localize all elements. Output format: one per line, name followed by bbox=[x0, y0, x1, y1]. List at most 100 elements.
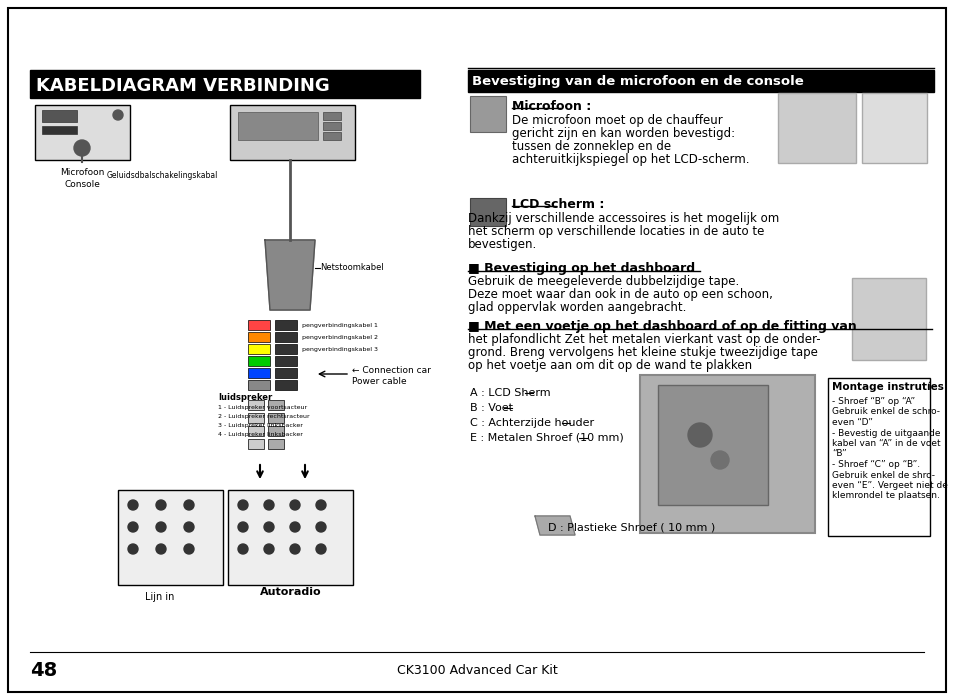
Bar bbox=[274, 368, 296, 378]
Text: Dankzij verschillende accessoires is het mogelijk om: Dankzij verschillende accessoires is het… bbox=[468, 212, 779, 225]
Circle shape bbox=[184, 544, 193, 554]
Text: gericht zijn en kan worden bevestigd:: gericht zijn en kan worden bevestigd: bbox=[512, 127, 735, 140]
Bar bbox=[862, 93, 926, 163]
Text: Gebruik enkel de schro-: Gebruik enkel de schro- bbox=[831, 407, 939, 416]
Text: - Bevestig de uitgaande: - Bevestig de uitgaande bbox=[831, 428, 940, 438]
Circle shape bbox=[290, 500, 299, 510]
Bar bbox=[323, 122, 340, 130]
Text: E : Metalen Shroef (10 mm): E : Metalen Shroef (10 mm) bbox=[470, 433, 623, 443]
Bar bbox=[470, 198, 505, 226]
Text: Gebruik de meegeleverde dubbelzijdige tape.: Gebruik de meegeleverde dubbelzijdige ta… bbox=[468, 275, 739, 288]
Bar bbox=[248, 413, 264, 423]
Bar bbox=[274, 356, 296, 366]
Text: ■ Met een voetje op het dashboard of op de fitting van: ■ Met een voetje op het dashboard of op … bbox=[468, 320, 856, 333]
Bar bbox=[470, 96, 505, 132]
Circle shape bbox=[184, 522, 193, 532]
Circle shape bbox=[112, 110, 123, 120]
Circle shape bbox=[687, 423, 711, 447]
Circle shape bbox=[156, 522, 166, 532]
Text: luidspreker: luidspreker bbox=[218, 393, 272, 402]
Bar bbox=[30, 70, 419, 98]
Text: A : LCD Sherm: A : LCD Sherm bbox=[470, 388, 550, 398]
Text: pengverbindingskabel 2: pengverbindingskabel 2 bbox=[302, 335, 377, 339]
Text: pengverbindingskabel 3: pengverbindingskabel 3 bbox=[302, 346, 377, 351]
Text: achteruitkijkspiegel op het LCD-scherm.: achteruitkijkspiegel op het LCD-scherm. bbox=[512, 153, 749, 166]
Text: Autoradio: Autoradio bbox=[260, 587, 321, 597]
Bar bbox=[228, 490, 353, 585]
Text: even “E”. Vergeet niet de: even “E”. Vergeet niet de bbox=[831, 481, 947, 490]
Bar bbox=[827, 378, 929, 536]
Text: grond. Breng vervolgens het kleine stukje tweezijdige tape: grond. Breng vervolgens het kleine stukj… bbox=[468, 346, 817, 359]
Text: glad oppervlak worden aangebracht.: glad oppervlak worden aangebracht. bbox=[468, 301, 685, 314]
Bar bbox=[658, 385, 767, 505]
Text: Geluidsdbalschakelingskabal: Geluidsdbalschakelingskabal bbox=[107, 171, 218, 179]
Text: Microfoon: Microfoon bbox=[60, 168, 104, 177]
Text: klemrondel te plaatsen.: klemrondel te plaatsen. bbox=[831, 491, 939, 500]
Text: 4 - Luidspreker linksbacker: 4 - Luidspreker linksbacker bbox=[218, 432, 302, 437]
Text: tussen de zonneklep en de: tussen de zonneklep en de bbox=[512, 140, 670, 153]
Bar bbox=[268, 426, 284, 436]
Bar bbox=[268, 439, 284, 449]
Circle shape bbox=[237, 500, 248, 510]
Circle shape bbox=[264, 500, 274, 510]
Polygon shape bbox=[265, 240, 314, 310]
Circle shape bbox=[156, 544, 166, 554]
Bar bbox=[274, 344, 296, 354]
Circle shape bbox=[184, 500, 193, 510]
Text: - Shroef “B” op “A”: - Shroef “B” op “A” bbox=[831, 397, 914, 406]
Text: even “D”: even “D” bbox=[831, 418, 872, 427]
Text: B : Voet: B : Voet bbox=[470, 403, 513, 413]
Text: het plafondlicht Zet het metalen vierkant vast op de onder-: het plafondlicht Zet het metalen vierkan… bbox=[468, 333, 820, 346]
Text: Microfoon :: Microfoon : bbox=[512, 100, 591, 113]
Circle shape bbox=[315, 544, 326, 554]
Polygon shape bbox=[535, 516, 575, 535]
Text: ■ Bevestiging op het dashboard: ■ Bevestiging op het dashboard bbox=[468, 262, 695, 275]
Text: ← Connection car
Power cable: ← Connection car Power cable bbox=[352, 366, 431, 386]
Circle shape bbox=[290, 544, 299, 554]
Circle shape bbox=[264, 544, 274, 554]
Text: bevestigen.: bevestigen. bbox=[468, 238, 537, 251]
Text: 3 - Luidspreker linksbacker: 3 - Luidspreker linksbacker bbox=[218, 423, 302, 428]
Bar bbox=[118, 490, 223, 585]
Circle shape bbox=[128, 500, 138, 510]
Text: op het voetje aan om dit op de wand te plakken: op het voetje aan om dit op de wand te p… bbox=[468, 359, 751, 372]
Text: het scherm op verschillende locaties in de auto te: het scherm op verschillende locaties in … bbox=[468, 225, 763, 238]
Bar bbox=[248, 332, 270, 342]
Bar bbox=[639, 375, 814, 533]
Text: 48: 48 bbox=[30, 661, 57, 680]
Bar bbox=[42, 110, 77, 122]
Circle shape bbox=[237, 544, 248, 554]
Text: Gebruik enkel de shro-: Gebruik enkel de shro- bbox=[831, 470, 934, 480]
Text: - Shroef “C” op “B”.: - Shroef “C” op “B”. bbox=[831, 460, 919, 469]
Circle shape bbox=[315, 500, 326, 510]
Bar bbox=[274, 332, 296, 342]
Text: Console: Console bbox=[64, 180, 100, 189]
Text: Montage instrutíes: Montage instrutíes bbox=[831, 382, 943, 393]
Bar bbox=[248, 344, 270, 354]
Text: Deze moet waar dan ook in de auto op een schoon,: Deze moet waar dan ook in de auto op een… bbox=[468, 288, 772, 301]
Text: Lijn in: Lijn in bbox=[145, 592, 174, 602]
Text: LCD scherm :: LCD scherm : bbox=[512, 198, 604, 211]
Circle shape bbox=[237, 522, 248, 532]
Text: De microfoon moet op de chauffeur: De microfoon moet op de chauffeur bbox=[512, 114, 722, 127]
Circle shape bbox=[290, 522, 299, 532]
Circle shape bbox=[156, 500, 166, 510]
Bar bbox=[248, 320, 270, 330]
Bar bbox=[274, 320, 296, 330]
Circle shape bbox=[315, 522, 326, 532]
Bar bbox=[42, 126, 77, 134]
Bar bbox=[248, 439, 264, 449]
Bar bbox=[274, 380, 296, 390]
Bar bbox=[851, 278, 925, 360]
Bar bbox=[237, 112, 317, 140]
Bar bbox=[248, 380, 270, 390]
Text: D : Plastieke Shroef ( 10 mm ): D : Plastieke Shroef ( 10 mm ) bbox=[547, 522, 715, 532]
Bar bbox=[268, 400, 284, 410]
Circle shape bbox=[74, 140, 90, 156]
Text: CK3100 Advanced Car Kit: CK3100 Advanced Car Kit bbox=[396, 664, 557, 676]
Bar bbox=[248, 426, 264, 436]
Bar bbox=[468, 70, 933, 92]
Text: 1 - Luidspreker voortsacteur: 1 - Luidspreker voortsacteur bbox=[218, 405, 307, 410]
Text: 2 - Luidspreker rechtsracteur: 2 - Luidspreker rechtsracteur bbox=[218, 414, 310, 419]
Circle shape bbox=[710, 451, 728, 469]
